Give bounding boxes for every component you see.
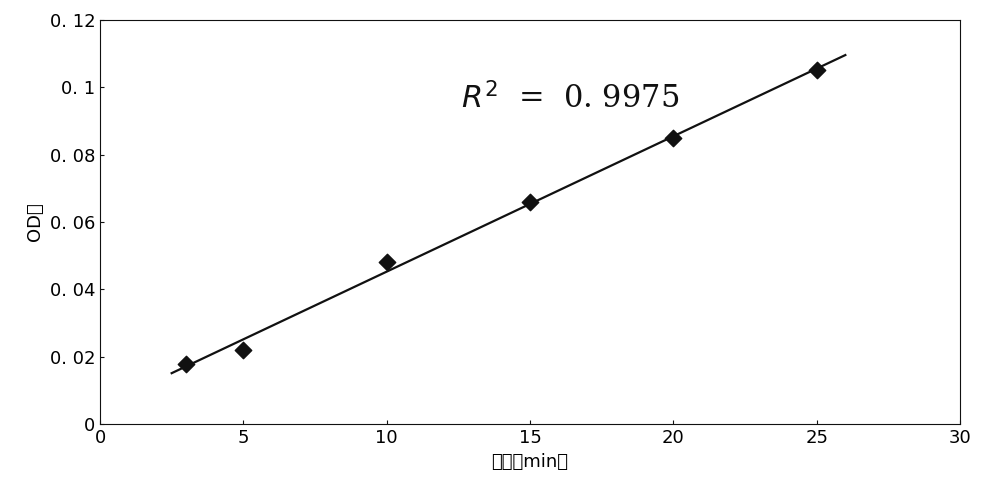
Point	[379, 258, 395, 266]
Text: $R^{2}$  =  0. 9975: $R^{2}$ = 0. 9975	[461, 83, 679, 116]
Point	[665, 134, 681, 142]
Point	[178, 359, 194, 367]
Point	[809, 66, 825, 74]
Y-axis label: OD値: OD値	[26, 203, 44, 242]
X-axis label: 时间（min）: 时间（min）	[492, 453, 568, 471]
Point	[235, 346, 251, 354]
Point	[522, 198, 538, 206]
